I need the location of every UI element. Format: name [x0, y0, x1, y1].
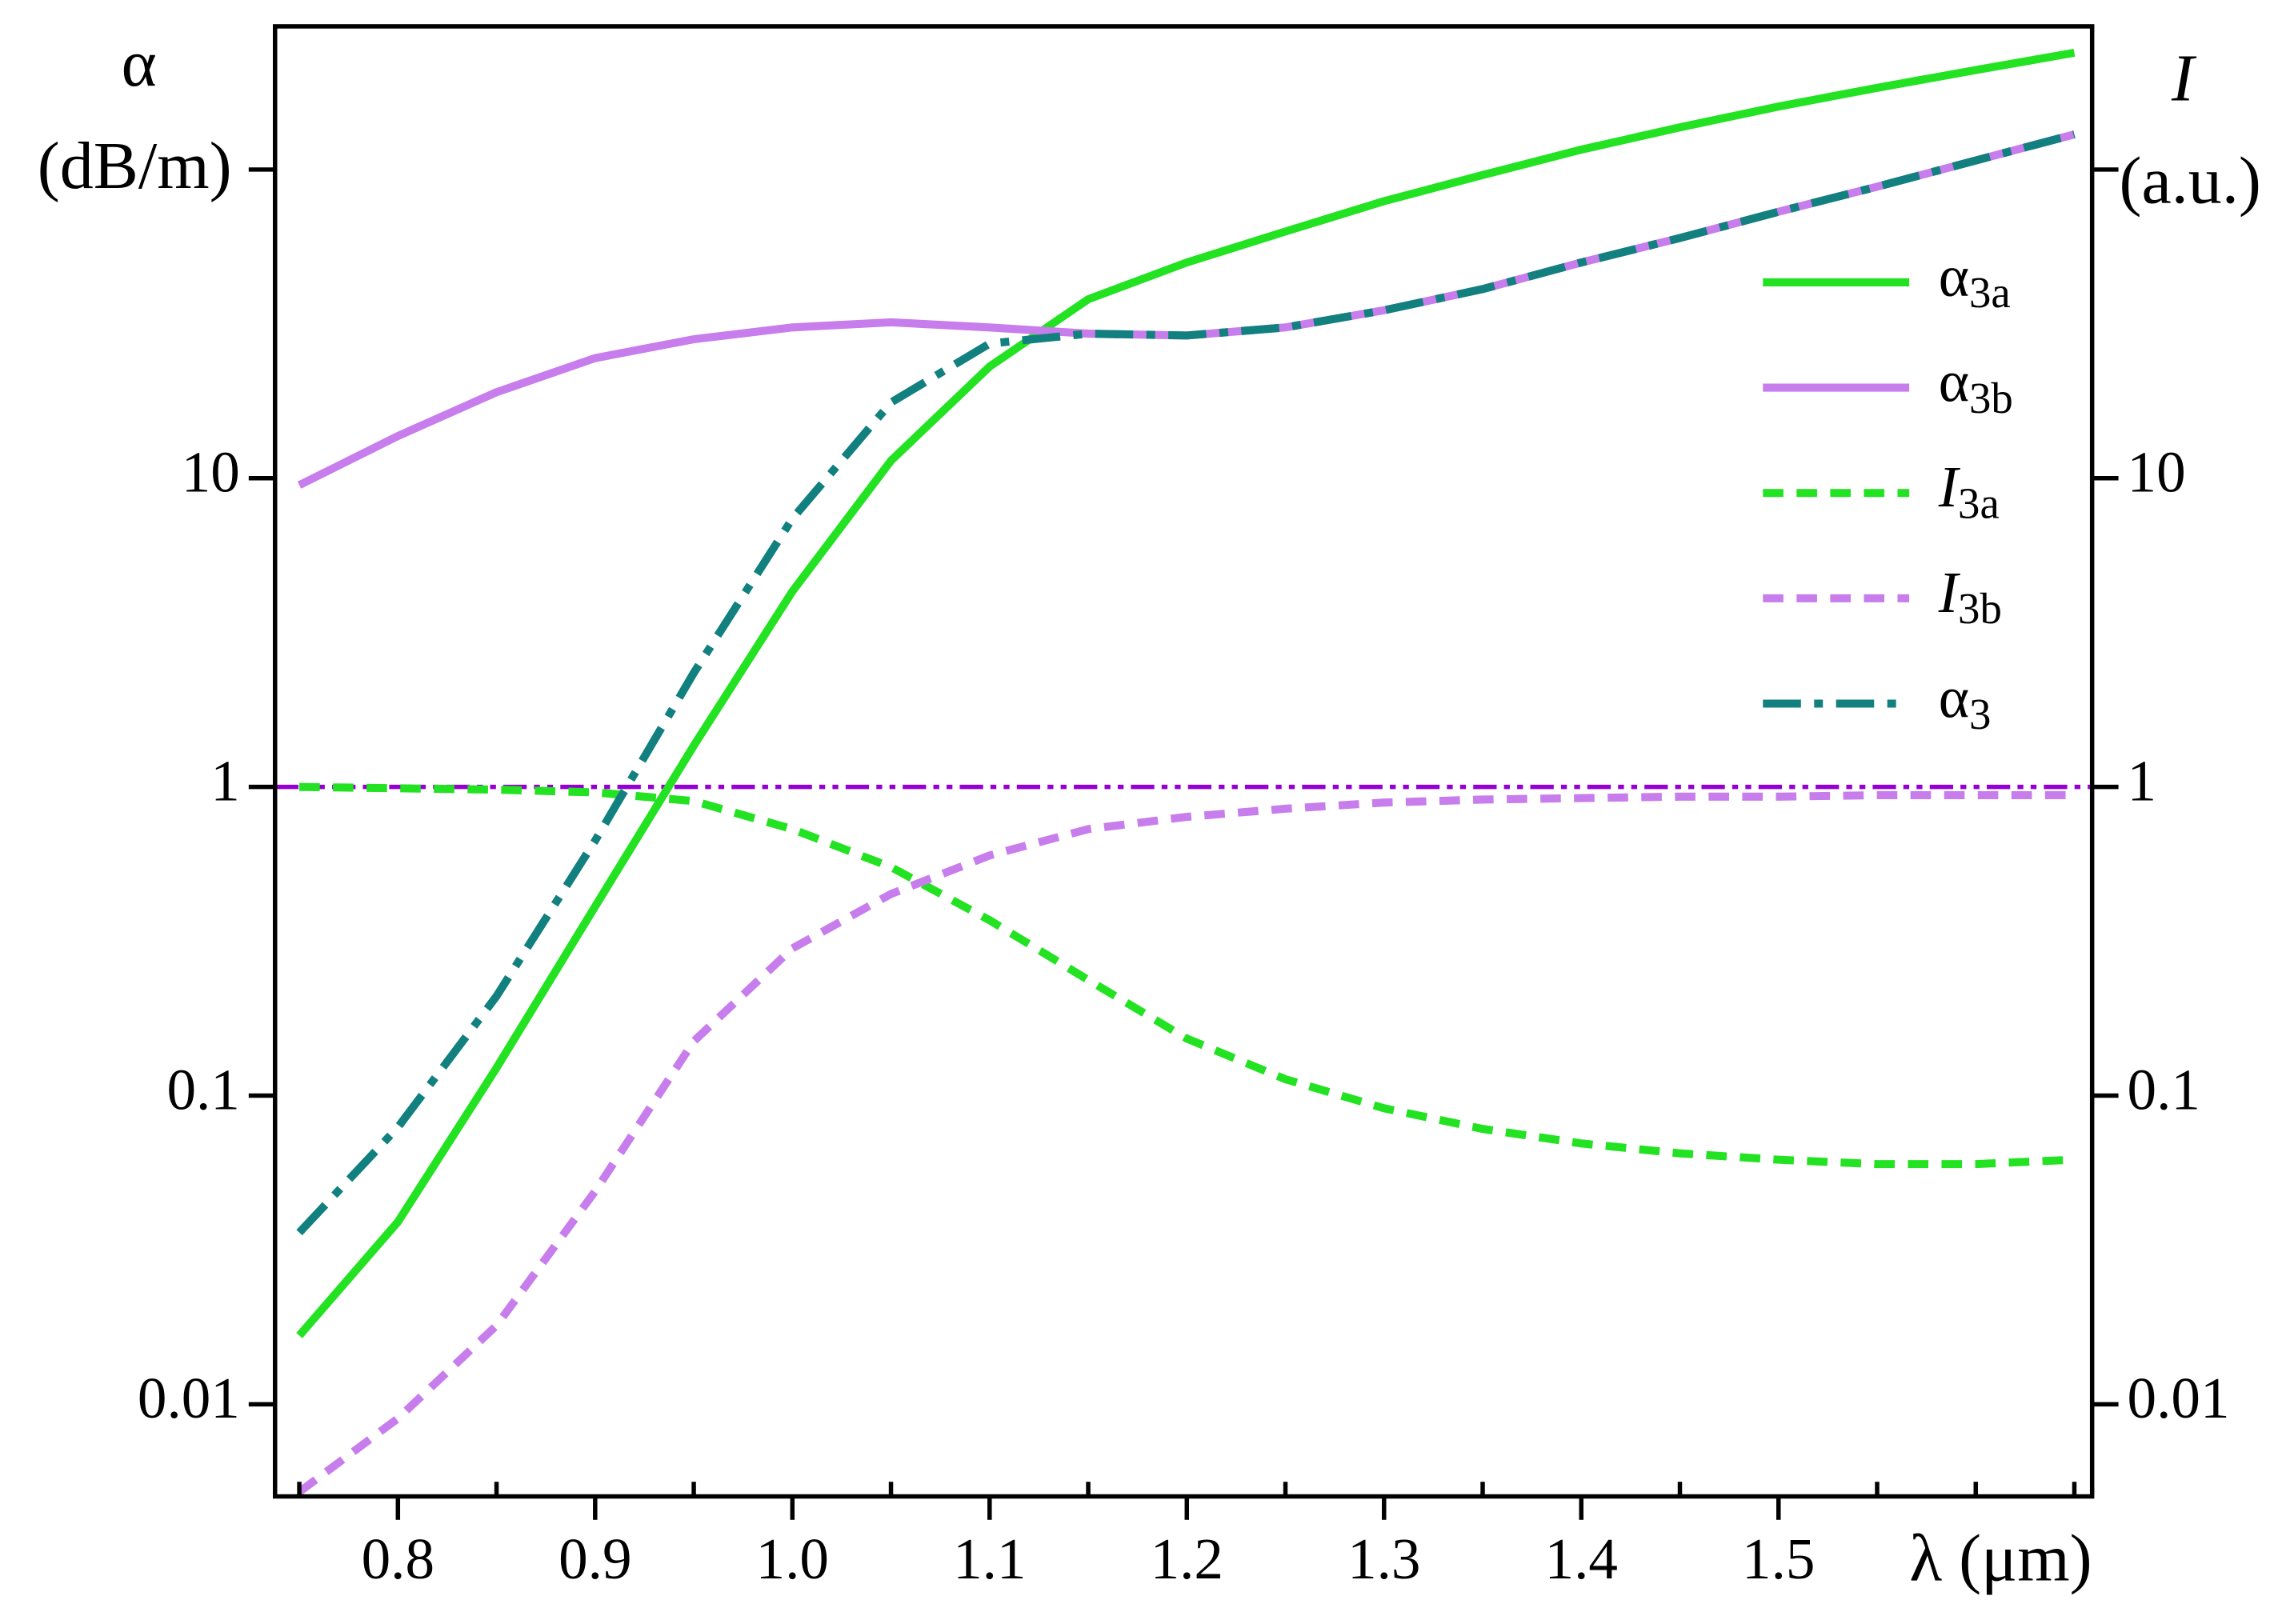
legend-label: α3: [1939, 665, 1992, 738]
x-tick-label: 1.2: [1151, 1526, 1223, 1591]
yticks-tick-label: 1: [210, 748, 240, 813]
series-line: [297, 130, 2076, 489]
series-line: [296, 48, 2076, 1338]
y2ticks-tick-label: 0.1: [2128, 1057, 2200, 1122]
series-line: [298, 782, 2075, 1169]
y2-axis-unit: (a.u.): [2119, 143, 2260, 218]
y2ticks-tick-label: 1: [2128, 748, 2157, 813]
yticks-tick-label: 0.1: [166, 1057, 239, 1122]
legend-label: I3a: [1938, 454, 2000, 527]
y-axis-unit: (dB/m): [38, 129, 232, 203]
series-line: [296, 130, 2076, 1236]
legend-label: α3b: [1939, 349, 2013, 422]
y2-axis-label: I: [2171, 41, 2197, 115]
y2ticks-tick-label: 0.01: [2128, 1366, 2230, 1430]
x-tick-label: 1.4: [1545, 1526, 1618, 1591]
y-axis-label: α: [122, 26, 157, 101]
legend-label: α3a: [1939, 244, 2011, 317]
legend-label: I3b: [1938, 560, 2002, 633]
x-tick-label: 1.5: [1742, 1526, 1815, 1591]
x-tick-label: 1.3: [1347, 1526, 1420, 1591]
x-axis-label: λ (μm): [1909, 1522, 2092, 1596]
plot-frame: [273, 24, 2095, 1499]
x-tick-label: 0.9: [558, 1526, 631, 1591]
y2ticks-tick-label: 10: [2128, 440, 2186, 505]
x-tick-label: 0.8: [362, 1526, 434, 1591]
x-tick-label: 1.0: [756, 1526, 829, 1591]
yticks-tick-label: 0.01: [138, 1366, 240, 1430]
yticks-tick-label: 10: [182, 440, 240, 505]
x-tick-label: 1.1: [953, 1526, 1026, 1591]
series-line: [297, 790, 2075, 1495]
